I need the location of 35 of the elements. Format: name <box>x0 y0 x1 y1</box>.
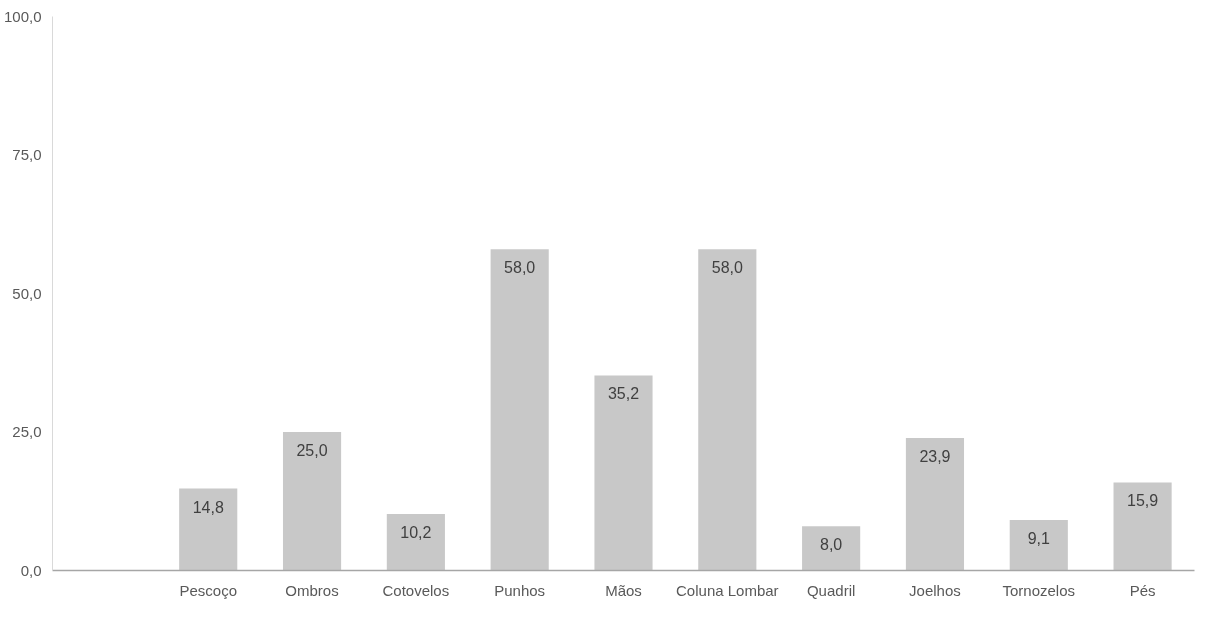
x-tick-label: Punhos <box>494 581 546 599</box>
x-tick-label: Ombros <box>285 581 339 599</box>
data-label: 58,0 <box>504 259 536 277</box>
y-tick-label: 25,0 <box>12 423 42 440</box>
x-tick-label: Cotovelos <box>382 581 450 599</box>
y-tick-label: 100,0 <box>3 7 42 25</box>
x-tick-label: Mãos <box>605 581 642 599</box>
data-label: 9,1 <box>1027 530 1050 548</box>
bar <box>282 432 342 571</box>
data-label: 23,9 <box>919 448 951 466</box>
data-label: 10,2 <box>400 523 432 541</box>
data-label: 15,9 <box>1127 492 1159 510</box>
x-tick-label: Pés <box>1129 581 1156 599</box>
bar <box>594 375 653 571</box>
bar <box>490 249 549 571</box>
bar <box>1113 482 1172 571</box>
y-tick-label: 0,0 <box>20 561 42 579</box>
bar <box>698 249 757 571</box>
x-tick-label: Tornozelos <box>1002 581 1076 599</box>
bar <box>905 438 965 571</box>
x-tick-label: Pescoço <box>179 581 238 599</box>
data-label: 14,8 <box>192 498 224 516</box>
x-tick-label: Joelhos <box>909 581 961 599</box>
y-tick-label: 75,0 <box>12 146 42 163</box>
bar <box>1009 520 1068 571</box>
data-label: 35,2 <box>607 385 640 403</box>
data-label: 8,0 <box>820 536 843 554</box>
x-tick-label: Coluna Lombar <box>676 581 779 599</box>
bar <box>179 488 238 571</box>
bar <box>386 513 445 571</box>
bar <box>802 526 861 571</box>
data-label: 25,0 <box>296 442 328 459</box>
data-label: 58,0 <box>711 259 743 277</box>
y-tick-label: 50,0 <box>12 284 42 302</box>
x-tick-label: Quadril <box>806 581 856 599</box>
